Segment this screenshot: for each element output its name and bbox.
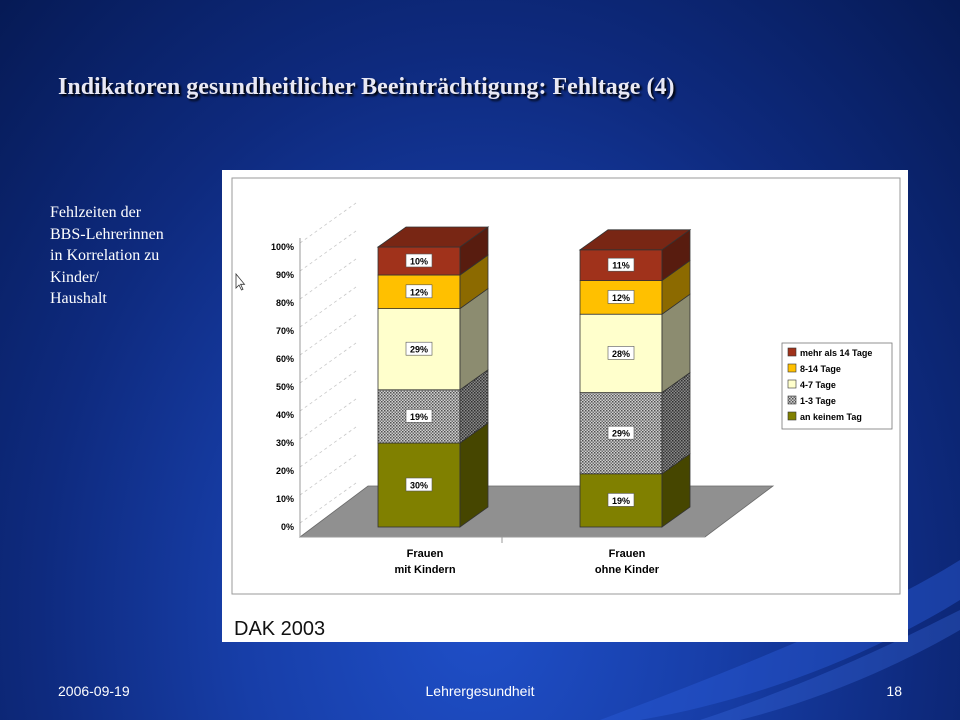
side-text: Fehlzeiten der BBS-Lehrerinnen in Korrel… [50, 202, 210, 310]
data-label: 11% [612, 261, 630, 271]
legend-swatch [787, 411, 797, 421]
legend-label: an keinem Tag [800, 412, 862, 422]
data-label: 12% [612, 293, 630, 303]
data-label-box [607, 425, 635, 440]
data-label: 28% [612, 349, 630, 359]
stacked-bar-chart: 0% 10% 20% 30% 40% 50% 60% 70% 80% 90% 100% 30% 19% 2… [231, 177, 901, 640]
slide-title: Indikatoren gesundheitlicher Beeinträcht… [58, 74, 675, 100]
chart-floor [298, 485, 775, 538]
y-tick-label: 100% [271, 242, 294, 252]
y-tick-label: 40% [276, 410, 294, 420]
data-label-box [607, 346, 635, 360]
side-text-line: Haushalt [50, 290, 107, 307]
y-tick-label: 10% [276, 494, 294, 504]
side-text-line: BBS-Lehrerinnen [50, 225, 164, 243]
legend-box [781, 342, 893, 430]
chart-legend: mehr als 14 Tage 8-14 Tage 4-7 Tage 1-3 Tag… [781, 342, 893, 430]
legend-swatch [787, 363, 797, 373]
data-label: 10% [410, 257, 428, 267]
category-label: Frauen [609, 548, 646, 560]
page-number: 18 [886, 683, 902, 699]
legend-swatch [787, 395, 797, 405]
y-tick-label: 60% [276, 354, 294, 364]
data-label: 19% [410, 412, 428, 422]
data-label-box [405, 409, 433, 423]
data-label-box [607, 493, 635, 507]
y-tick-label: 70% [276, 326, 294, 336]
y-tick-label: 0% [281, 522, 294, 532]
y-tick-label: 30% [276, 438, 294, 448]
y-tick-label: 80% [276, 298, 294, 308]
data-label-box [405, 477, 433, 492]
side-text-line: Fehlzeiten der [50, 204, 142, 221]
category-label: ohne Kinder [595, 564, 660, 576]
data-label-box [405, 253, 433, 268]
footer-date: 2006-09-19 [58, 683, 130, 699]
footer-title: Lehrergesundheit [425, 683, 535, 699]
y-tick-label: 90% [276, 270, 294, 280]
legend-swatch [787, 379, 797, 389]
data-label: 30% [410, 481, 428, 491]
legend-swatch [787, 347, 797, 357]
legend-label: 4-7 Tage [800, 380, 836, 390]
category-label: mit Kindern [394, 564, 455, 576]
side-text-line: in Korrelation zu [50, 247, 160, 264]
bar-segment-top [578, 229, 692, 251]
legend-label: mehr als 14 Tage [800, 348, 872, 358]
category-label: Frauen [407, 548, 444, 560]
data-label-box [405, 284, 433, 299]
data-label: 19% [612, 496, 630, 506]
data-label-box [607, 290, 635, 304]
data-label: 29% [410, 345, 428, 355]
source-label: DAK 2003 [234, 618, 325, 640]
chart-image: 0% 10% 20% 30% 40% 50% 60% 70% 80% 90% 100% 30% 19% 2… [222, 170, 908, 642]
data-label-box [607, 257, 635, 272]
bar-segment-top [376, 226, 490, 248]
side-text-line: Kinder/ [50, 268, 99, 286]
legend-label: 8-14 Tage [800, 364, 841, 374]
data-label: 12% [410, 287, 428, 297]
y-tick-label: 20% [276, 466, 294, 476]
y-tick-label: 50% [276, 382, 294, 392]
data-label-box [405, 341, 433, 356]
cursor-arrow-icon [235, 272, 246, 291]
data-label: 29% [612, 429, 630, 439]
legend-label: 1-3 Tage [800, 396, 836, 406]
